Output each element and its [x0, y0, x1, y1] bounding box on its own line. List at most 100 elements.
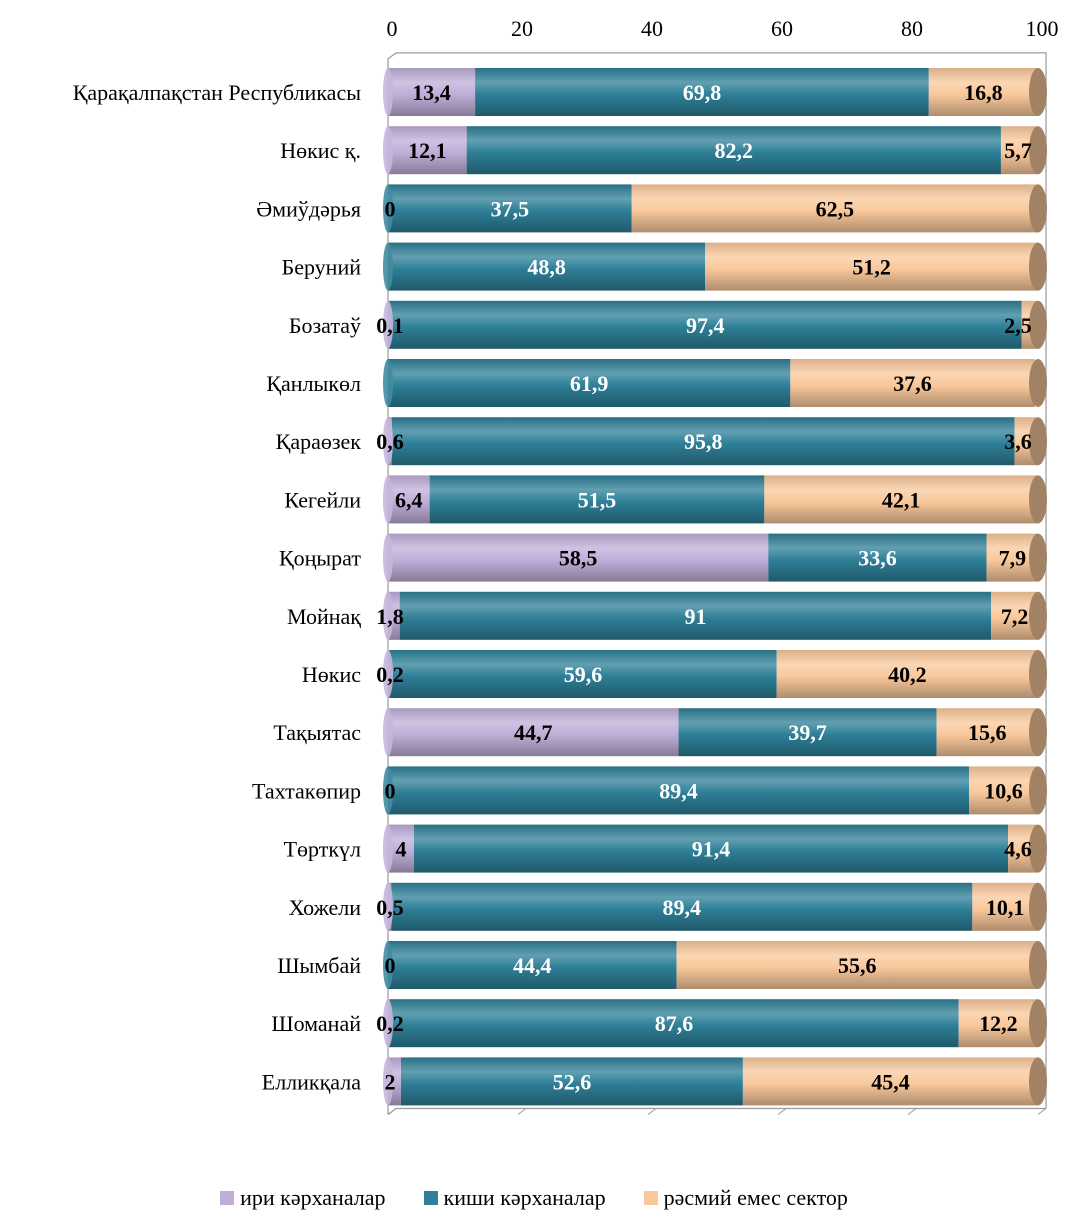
bar-end-cap — [1029, 941, 1047, 989]
bar-start-cap — [383, 359, 393, 407]
legend-label-informal-sector: рәсмий емес сектор — [663, 1185, 848, 1210]
data-label: 13,4 — [412, 80, 451, 105]
bar-segment — [475, 68, 929, 116]
bar-segment — [466, 126, 1001, 175]
x-tick-mark — [517, 1108, 527, 1115]
data-label: 44,7 — [514, 720, 553, 745]
data-label: 39,7 — [788, 720, 827, 745]
data-label: 15,6 — [968, 720, 1007, 745]
category-label: Қанлыкөл — [266, 371, 361, 396]
data-label: 42,1 — [882, 487, 921, 512]
data-label: 51,5 — [578, 487, 617, 512]
legend-label-large-enterprises: ири кәрханалар — [240, 1185, 386, 1210]
bar-start-cap — [383, 184, 393, 233]
data-label: 10,1 — [986, 895, 1025, 920]
bar-segment — [388, 941, 677, 989]
category-label: Нөкис қ. — [280, 138, 361, 163]
data-label: 33,6 — [858, 546, 897, 571]
category-label: Бозатаў — [289, 313, 361, 338]
x-tick-label: 40 — [641, 16, 663, 41]
bar-end-cap — [1029, 999, 1047, 1048]
bar-segment — [936, 708, 1038, 757]
bar-segment — [969, 766, 1038, 815]
bar-segment — [399, 591, 992, 640]
bar-segment — [391, 417, 1015, 466]
legend-label-small-enterprises: киши кәрханалар — [443, 1185, 606, 1210]
bar-segment — [429, 475, 765, 524]
category-label: Беруний — [282, 255, 362, 280]
data-label: 0 — [385, 196, 396, 221]
bar-segment — [389, 999, 959, 1048]
bar-end-cap — [1029, 126, 1047, 175]
bar-start-cap — [383, 300, 393, 349]
data-label: 69,8 — [683, 80, 722, 105]
bar-start-cap — [383, 999, 393, 1048]
data-label: 4,6 — [1004, 837, 1032, 862]
bar-segment — [388, 359, 791, 407]
bar-start-cap — [383, 941, 393, 989]
bar-segment — [631, 184, 1038, 233]
x-tick-mark — [777, 1108, 787, 1115]
data-label: 51,2 — [852, 255, 891, 280]
data-label: 61,9 — [570, 371, 609, 396]
category-label: Мойнақ — [287, 604, 361, 629]
data-label: 0,2 — [376, 1011, 404, 1036]
x-tick-mark — [647, 1108, 657, 1115]
bar-segment — [388, 533, 769, 582]
bar-start-cap — [383, 533, 393, 582]
bar-segment — [776, 650, 1038, 698]
data-label: 97,4 — [686, 313, 725, 338]
data-label: 0,2 — [376, 662, 404, 687]
bar-end-cap — [1029, 533, 1047, 582]
bar-end-cap — [1029, 1057, 1047, 1106]
data-label: 5,7 — [1004, 138, 1032, 163]
category-label: Хожели — [289, 895, 362, 920]
x-tick-mark — [1037, 1108, 1047, 1115]
bar-segment — [958, 999, 1038, 1048]
category-label: Тахтакөпир — [252, 778, 361, 803]
bar-segment — [790, 359, 1035, 407]
data-label: 2 — [385, 1069, 396, 1094]
data-label: 48,8 — [527, 255, 566, 280]
bar-start-cap — [383, 824, 393, 873]
category-label: Шымбай — [277, 953, 361, 978]
category-label: Қоңырат — [279, 546, 361, 571]
bar-segment — [768, 533, 987, 582]
data-label: 7,9 — [999, 546, 1027, 571]
data-label: 91,4 — [692, 837, 731, 862]
bar-segment — [388, 475, 430, 524]
bar-start-cap — [383, 242, 393, 291]
x-tick-mark — [907, 1108, 917, 1115]
bar-start-cap — [383, 1057, 393, 1106]
data-label: 0,5 — [376, 895, 404, 920]
data-label: 89,4 — [659, 778, 698, 803]
category-label: Төрткүл — [284, 837, 361, 862]
bar-segment — [705, 242, 1038, 291]
bar-segment — [972, 882, 1038, 931]
legend-item-small-enterprises: киши кәрханалар — [423, 1185, 606, 1211]
bar-end-cap — [1029, 68, 1047, 116]
data-label: 95,8 — [684, 429, 723, 454]
data-label: 40,2 — [888, 662, 927, 687]
data-label: 4 — [396, 837, 407, 862]
category-label: Әмиўдәрья — [256, 196, 361, 221]
bar-start-cap — [383, 126, 393, 175]
bar-segment — [389, 650, 777, 698]
bar-end-cap — [1029, 650, 1047, 698]
bar-end-cap — [1029, 475, 1047, 524]
bar-segment — [388, 591, 400, 640]
bar-end-cap — [1029, 766, 1047, 815]
bar-segment — [414, 824, 1009, 873]
plot-wall — [387, 52, 1047, 1115]
category-label: Тақыятас — [273, 720, 361, 745]
bar-start-cap — [383, 68, 393, 116]
category-label: Нөкис — [302, 662, 361, 687]
x-tick-label: 100 — [1026, 16, 1059, 41]
data-label: 12,1 — [408, 138, 447, 163]
bar-segment — [388, 766, 970, 815]
bar-start-cap — [383, 591, 393, 640]
category-label: Қараөзек — [276, 429, 362, 454]
data-label: 62,5 — [816, 196, 855, 221]
bar-segment — [401, 1057, 743, 1106]
x-tick-label: 80 — [901, 16, 923, 41]
